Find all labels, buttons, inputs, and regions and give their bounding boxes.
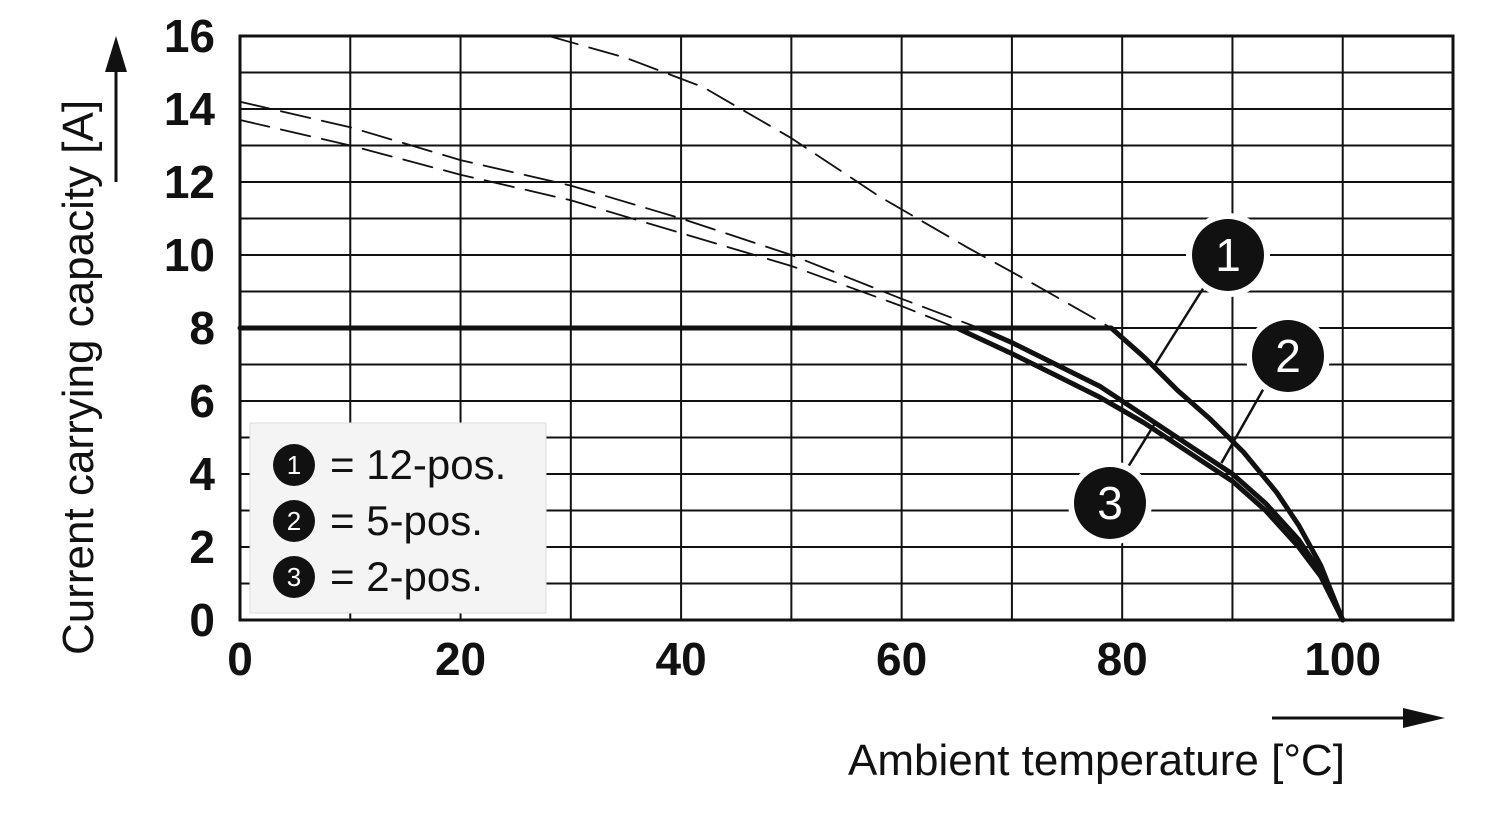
- x-tick-labels: 0 20 40 60 80 100: [227, 633, 1381, 685]
- x-tick-label: 100: [1304, 633, 1381, 685]
- legend-marker-icon: [273, 500, 315, 542]
- y-tick-label: 2: [189, 521, 215, 573]
- callout-marker-icon: [1074, 467, 1146, 539]
- callout-marker-icon: [1252, 320, 1324, 392]
- series-2-dashed-line: [239, 100, 980, 329]
- y-tick-labels: 0 2 4 6 8 10 12 14 16: [164, 10, 216, 646]
- legend-marker-number: 3: [287, 562, 301, 592]
- legend-marker-number: 1: [287, 450, 301, 480]
- x-axis-title: Ambient temperature [°C]: [848, 736, 1345, 785]
- x-tick-label: 80: [1097, 633, 1148, 685]
- y-tick-label: 8: [189, 302, 215, 354]
- series-3-dashed-line: [239, 119, 958, 329]
- y-tick-label: 0: [189, 594, 215, 646]
- legend-label: = 12-pos.: [330, 441, 506, 488]
- legend-marker-icon: [273, 556, 315, 598]
- chart-legend: 1 = 12-pos. 2 = 5-pos. 3 = 2-pos.: [249, 422, 547, 614]
- x-tick-label: 0: [227, 633, 253, 685]
- y-tick-label: 6: [189, 375, 215, 427]
- callout-number: 2: [1275, 330, 1301, 382]
- series-callouts: 12 3: [1068, 213, 1330, 545]
- x-tick-label: 20: [435, 633, 486, 685]
- legend-label: = 2-pos.: [330, 553, 483, 600]
- chart-series: [237, 35, 1346, 623]
- y-axis-title: Current carrying capacity [A]: [54, 100, 103, 655]
- y-axis-arrow: [105, 36, 127, 182]
- callout-leader-line: [1154, 286, 1206, 366]
- callout-marker-icon: [1192, 219, 1264, 291]
- series-1-solid-line: [237, 325, 1346, 623]
- series-3-solid-line: [954, 325, 1346, 623]
- y-tick-label: 14: [164, 83, 216, 135]
- legend-marker-number: 2: [287, 506, 301, 536]
- x-axis-arrow: [1272, 708, 1445, 728]
- y-tick-label: 4: [189, 448, 215, 500]
- callout-number: 1: [1215, 229, 1241, 281]
- legend-marker-icon: [273, 444, 315, 486]
- y-tick-label: 16: [164, 10, 215, 62]
- series-2-solid-line: [976, 325, 1346, 623]
- x-tick-label: 60: [876, 633, 927, 685]
- x-tick-label: 40: [656, 633, 707, 685]
- callout-number: 3: [1097, 477, 1123, 529]
- callout-leader-line: [1220, 387, 1266, 464]
- y-tick-label: 10: [164, 229, 215, 281]
- legend-label: = 5-pos.: [330, 497, 483, 544]
- y-tick-label: 12: [164, 156, 215, 208]
- series-1-dashed-line: [547, 35, 1113, 329]
